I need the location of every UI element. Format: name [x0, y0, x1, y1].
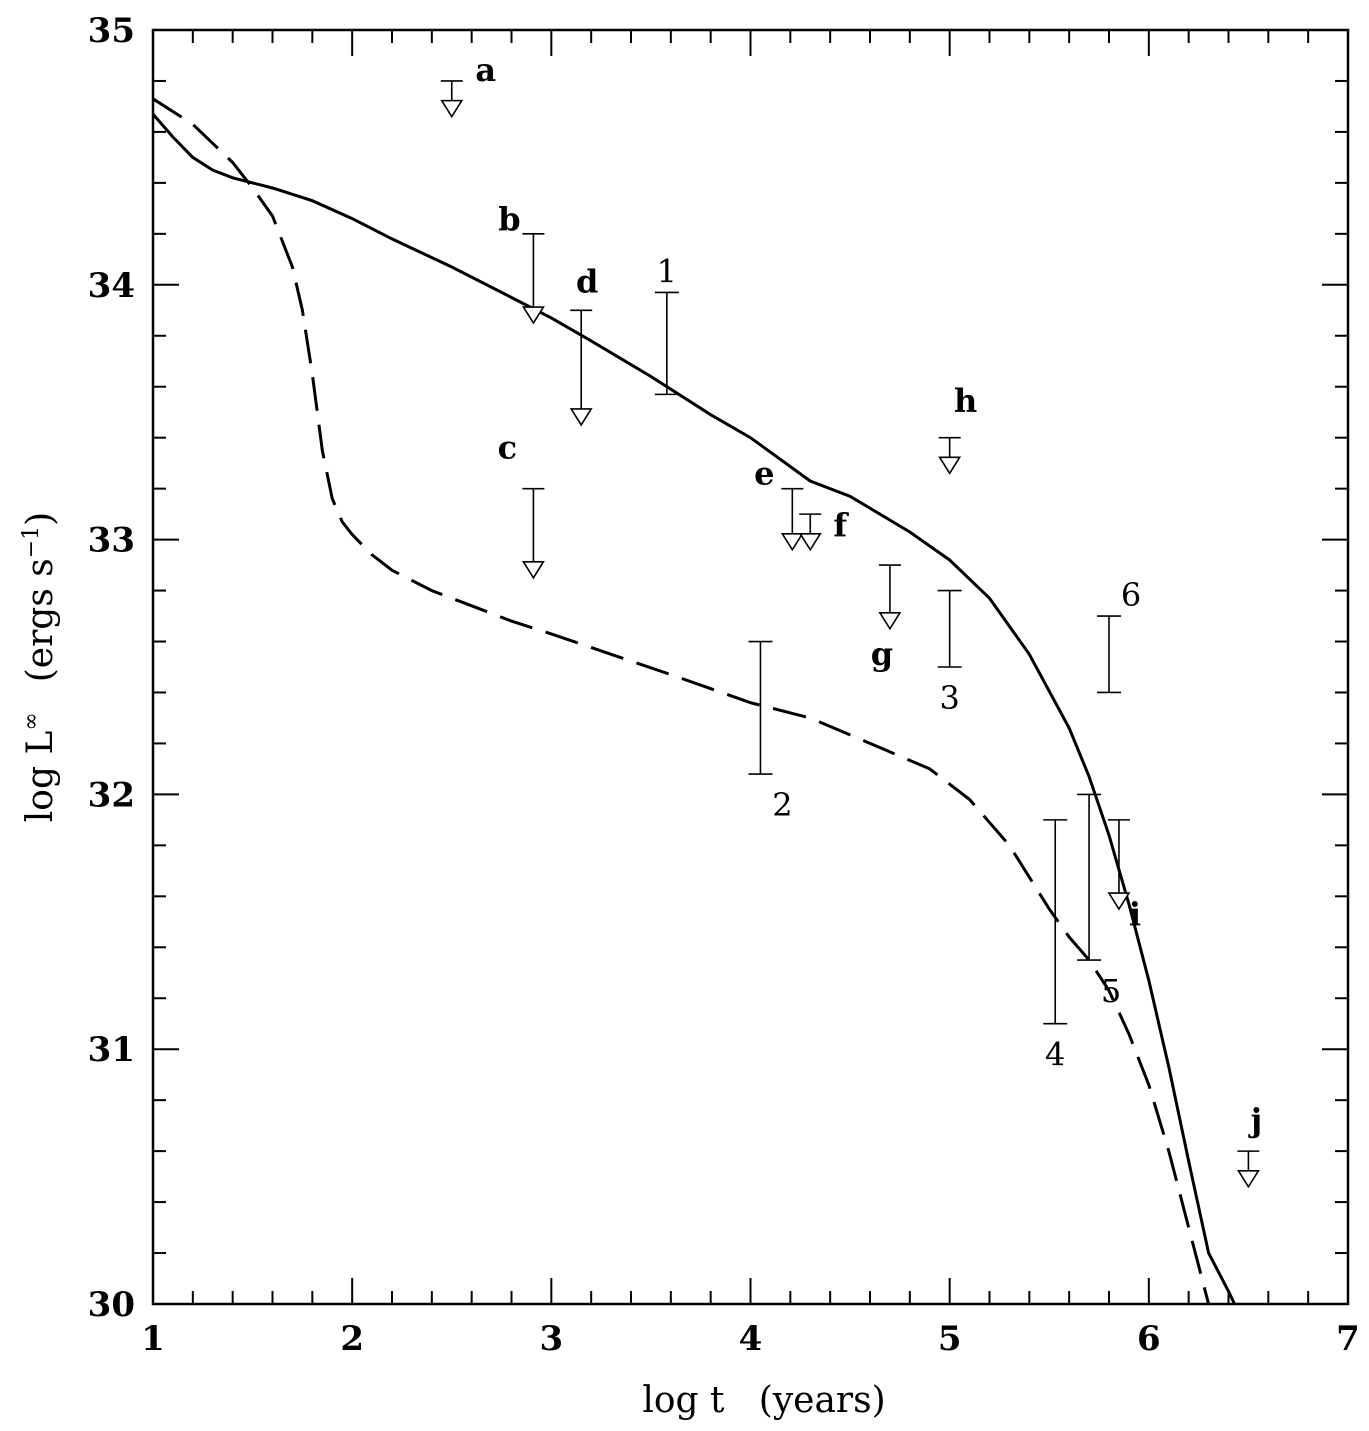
- upper-limit-label-d: d: [576, 262, 598, 300]
- x-tick-label: 2: [340, 1319, 364, 1359]
- error-bar-label-2: 2: [772, 786, 792, 824]
- error-bar-label-5: 5: [1101, 972, 1121, 1010]
- upper-limit-label-c: c: [498, 429, 517, 467]
- x-tick-label: 4: [739, 1319, 763, 1359]
- upper-limit-label-b: b: [498, 200, 520, 238]
- upper-limit-label-j: j: [1248, 1101, 1263, 1139]
- upper-limit-arrowhead-d: [569, 408, 593, 427]
- observation-points: 1 2 3 45 6 a b c d e f g h i j: [440, 51, 1263, 1189]
- error-bar-label-1: 1: [657, 252, 677, 290]
- y-tick-label: 30: [88, 1285, 135, 1325]
- y-tick-label: 35: [88, 11, 135, 51]
- upper-limit-arrowhead-i: [1107, 892, 1131, 911]
- upper-limit-arrowhead-g: [878, 611, 902, 631]
- y-axis-label: log L∞(ergs s−1): [19, 512, 61, 822]
- y-tick-label: 33: [88, 521, 135, 561]
- upper-limit-arrowhead-e: [780, 532, 804, 552]
- error-bar-label-6: 6: [1121, 576, 1141, 614]
- x-axis-label: log t (years): [642, 1380, 885, 1421]
- upper-limit-label-f: f: [833, 506, 849, 544]
- model-curves: [151, 97, 1236, 1305]
- upper-limit-arrowhead-h: [938, 456, 962, 475]
- x-tick-label: 6: [1137, 1319, 1161, 1359]
- y-tick-label: 34: [88, 266, 135, 306]
- dashed-cooling-curve: [152, 97, 1211, 1305]
- upper-limit-label-a: a: [475, 51, 496, 89]
- upper-limit-label-e: e: [754, 455, 774, 493]
- upper-limit-arrowhead-f: [798, 532, 822, 552]
- upper-limit-arrowhead-c: [521, 561, 545, 580]
- solid-cooling-curve: [151, 113, 1236, 1305]
- x-tick-label: 1: [141, 1319, 165, 1359]
- upper-limit-label-h: h: [954, 382, 977, 420]
- upper-limit-arrowhead-b: [521, 306, 545, 325]
- error-bar-label-4: 4: [1045, 1036, 1065, 1074]
- y-tick-label: 32: [88, 775, 135, 815]
- x-tick-label: 3: [539, 1319, 563, 1359]
- x-tick-label: 5: [938, 1319, 962, 1359]
- upper-limit-arrowhead-a: [440, 99, 464, 119]
- y-tick-label: 31: [88, 1030, 135, 1070]
- upper-limit-label-g: g: [871, 635, 893, 673]
- axis-ticks: [152, 29, 1349, 1305]
- upper-limit-arrowhead-j: [1236, 1169, 1260, 1189]
- upper-limit-label-i: i: [1129, 895, 1141, 933]
- plot-frame: [151, 28, 1350, 1306]
- error-bar-label-3: 3: [939, 679, 959, 717]
- x-tick-label: 7: [1336, 1319, 1360, 1359]
